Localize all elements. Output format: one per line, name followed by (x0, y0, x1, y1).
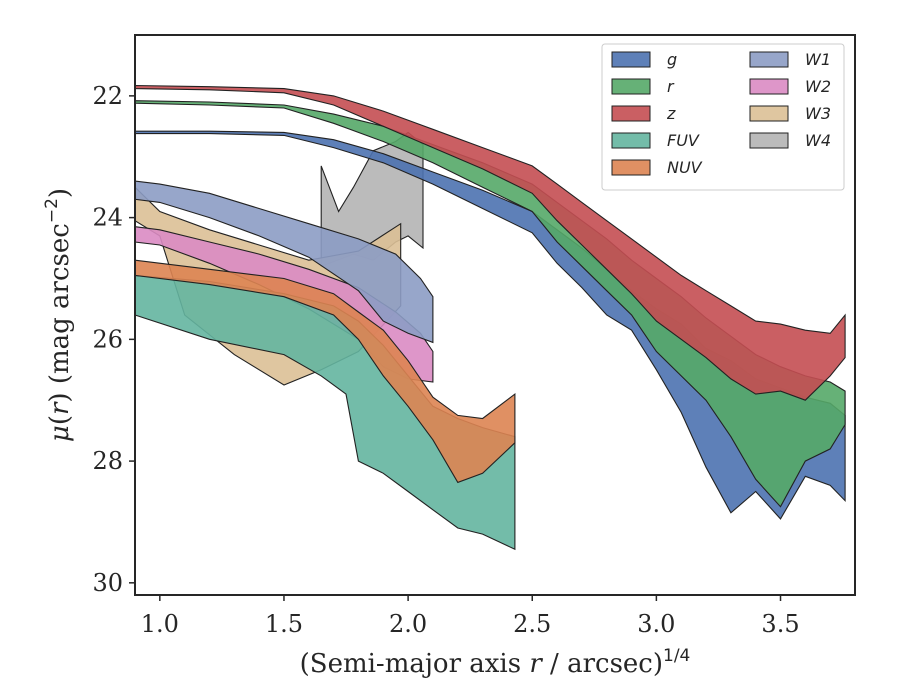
y-axis-label: μ(r) (mag arcsec−2) (42, 188, 75, 442)
y-tick-label: 24 (92, 204, 123, 232)
x-axis-label-exponent: 1/4 (663, 646, 690, 666)
x-tick-label: 2.5 (513, 610, 551, 638)
legend-label-nuv: NUV (667, 158, 703, 177)
y-tick-label: 22 (92, 82, 123, 110)
y-tick-label: 30 (92, 569, 123, 597)
legend-swatch-z (611, 105, 651, 122)
band-z (134, 84, 846, 401)
legend-label-w3: W3 (805, 104, 831, 123)
legend-label-fuv: FUV (667, 131, 700, 150)
x-tick-label: 1.5 (265, 610, 303, 638)
legend-label-w1: W1 (805, 50, 831, 69)
band-nuv (134, 259, 516, 484)
band-fuv (134, 274, 516, 551)
legend-swatch-nuv (611, 159, 651, 176)
x-tick-label: 3.0 (637, 610, 675, 638)
legend-swatch-w4 (749, 132, 789, 149)
x-tick-label: 2.0 (389, 610, 427, 638)
profile-bands (134, 84, 846, 551)
legend-swatch-w1 (749, 51, 789, 68)
legend-label-w4: W4 (805, 131, 831, 150)
y-axis-label-open: ( (45, 415, 75, 425)
plot-frame (134, 34, 856, 596)
x-axis-label-suffix: / arcsec) (542, 649, 663, 679)
legend-swatch-r (611, 78, 651, 95)
x-axis-label-prefix: (Semi-major axis (300, 649, 530, 679)
legend-label-w2: W2 (805, 77, 831, 96)
y-axis-label-units: ) (mag arcsec (45, 223, 75, 402)
legend-label-r: r (667, 77, 675, 96)
legend-label-g: g (667, 50, 677, 69)
legend-swatch-g (611, 51, 651, 68)
y-tick-label: 28 (92, 447, 123, 475)
legend: grz FUV NUV W1 W2 W3 W4 (601, 43, 845, 191)
x-tick-label: 1.0 (141, 610, 179, 638)
legend-swatch-w3 (749, 105, 789, 122)
legend-label-z: z (666, 104, 676, 123)
x-axis-ticks: 1.0 1.5 2.0 2.5 3.0 3.5 (141, 595, 800, 638)
y-axis-ticks: 22 24 26 28 30 (92, 82, 135, 597)
x-axis-label-variable: r (529, 649, 543, 679)
x-axis-label: (Semi-major axis r / arcsec)1/4 (300, 646, 691, 679)
legend-swatch-w2 (749, 78, 789, 95)
legend-swatch-fuv (611, 132, 651, 149)
band-w1 (134, 180, 434, 344)
y-axis-label-end: ) (45, 188, 75, 198)
y-axis-label-exponent: −2 (42, 198, 62, 223)
y-axis-label-mu: μ (45, 425, 75, 442)
x-tick-label: 3.5 (761, 610, 799, 638)
y-tick-label: 26 (92, 325, 123, 353)
y-axis-label-variable: r (45, 401, 75, 415)
